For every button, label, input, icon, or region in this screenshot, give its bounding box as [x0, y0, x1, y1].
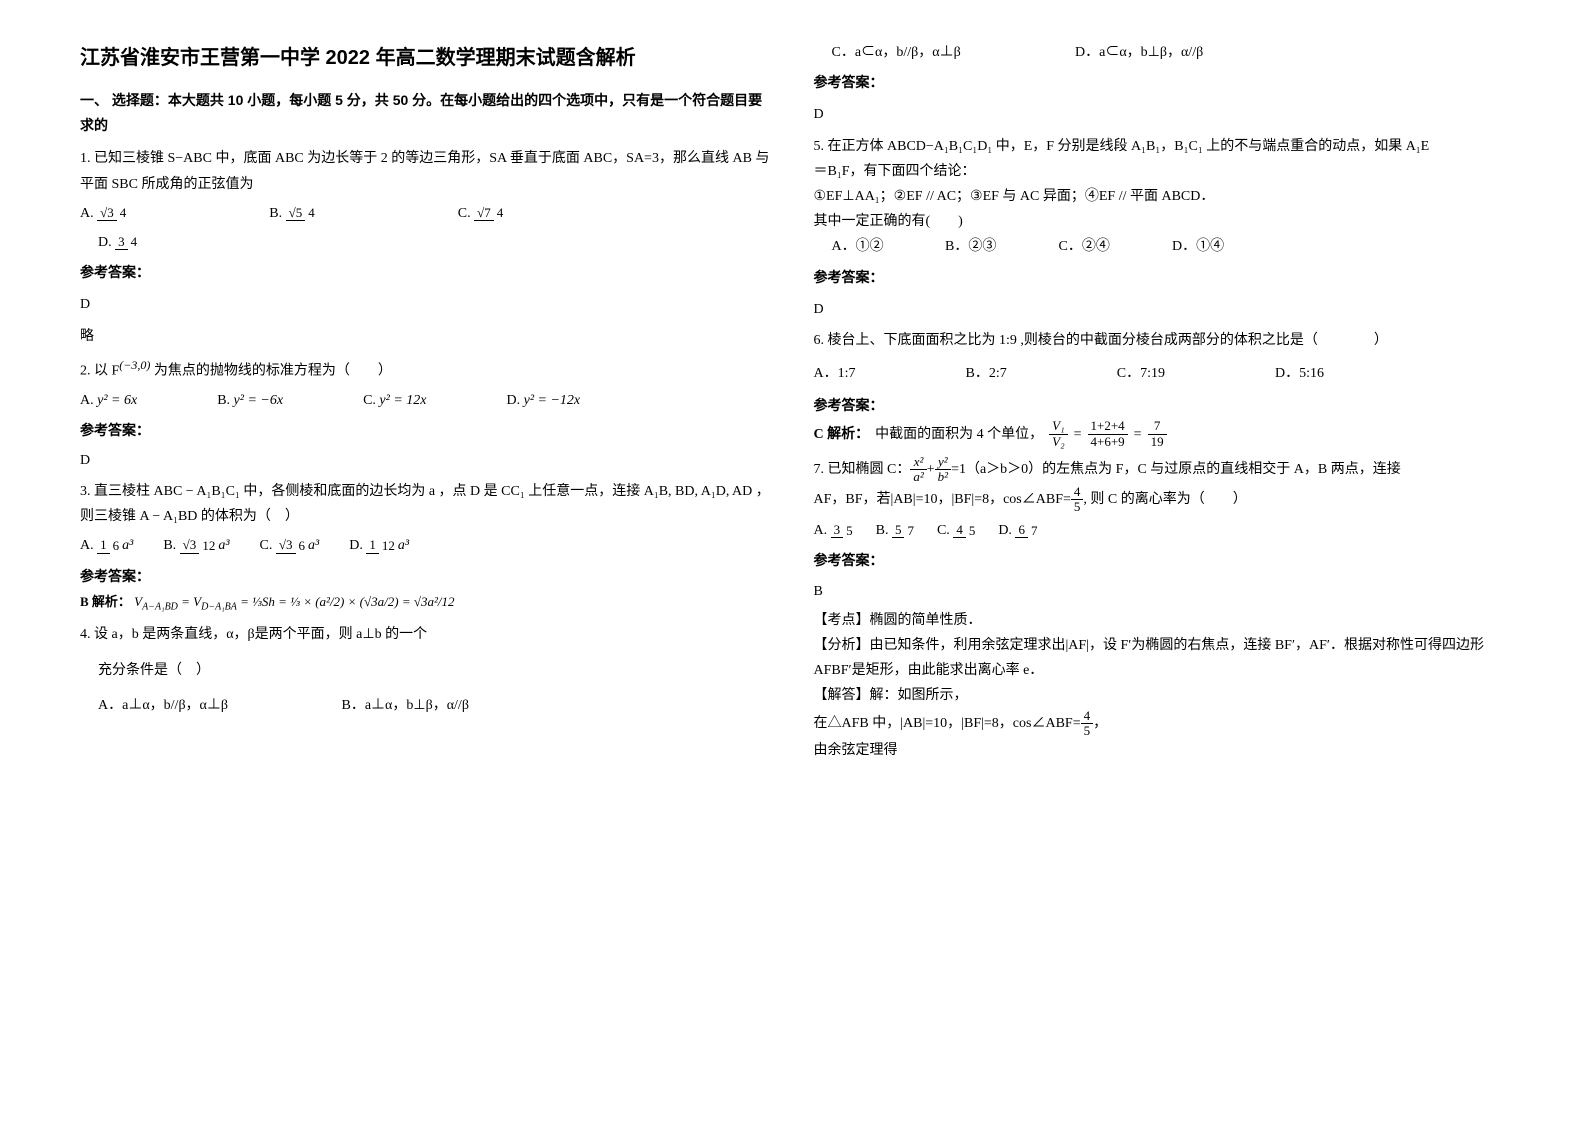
- q5-opt-c: C．②④: [1059, 234, 1169, 259]
- q3-stem: 3. 直三棱柱 ABC − A₁B₁C₁ 中，各侧棱和底面的边长均为 a ，点 …: [80, 479, 774, 529]
- q7-opt-a: A. 35: [814, 518, 856, 543]
- q5-ans: D: [814, 297, 1508, 322]
- left-column: 江苏省淮安市王营第一中学 2022 年高二数学理期末试题含解析 一、 选择题：本…: [60, 40, 794, 1082]
- question-3: 3. 直三棱柱 ABC − A₁B₁C₁ 中，各侧棱和底面的边长均为 a ，点 …: [80, 479, 774, 616]
- section-1-head: 一、 选择题：本大题共 10 小题，每小题 5 分，共 50 分。在每小题给出的…: [80, 88, 774, 138]
- q4-opt-d: D．a⊂α，b⊥β，α//β: [1075, 45, 1203, 60]
- question-7: 7. 已知椭圆 C： x²a² + y²b² =1（a＞b＞0）的左焦点为 F，…: [814, 455, 1508, 763]
- q1-ans: D: [80, 292, 774, 317]
- q3-opt-d: D. 112a³: [349, 533, 409, 558]
- q1-opt-b: B. √54: [269, 201, 317, 226]
- q7-ans-label: 参考答案：: [814, 549, 1508, 574]
- q2-opt-b: B. y² = −6x: [217, 388, 283, 413]
- right-column: C．a⊂α，b//β，α⊥β D．a⊂α，b⊥β，α//β 参考答案： D 5.…: [794, 40, 1528, 1082]
- q7-stem2: AF，BF，若|AB|=10，|BF|=8，cos∠ABF= 45 , 则 C …: [814, 485, 1508, 515]
- q6-opt-b: B．2:7: [966, 361, 1007, 386]
- page-title: 江苏省淮安市王营第一中学 2022 年高二数学理期末试题含解析: [80, 40, 774, 76]
- q6-options: A．1:7 B．2:7 C．7:19 D．5:16: [814, 361, 1508, 386]
- q7-line1: 在△AFB 中，|AB|=10，|BF|=8，cos∠ABF= 45 ，: [814, 709, 1508, 739]
- question-2: 2. 以 F(−3,0) 为焦点的抛物线的标准方程为（ ） A. y² = 6x…: [80, 355, 774, 473]
- q2-ans: D: [80, 448, 774, 473]
- q4-options-row2: C．a⊂α，b//β，α⊥β D．a⊂α，b⊥β，α//β: [832, 40, 1508, 65]
- question-1: 1. 已知三棱锥 S−ABC 中，底面 ABC 为边长等于 2 的等边三角形，S…: [80, 146, 774, 348]
- q4-stem2: 充分条件是（ ）: [98, 658, 774, 683]
- q5-opt-a: A．①②: [832, 234, 942, 259]
- q5-line4: 其中一定正确的有( ): [814, 209, 1508, 234]
- q5-ans-label: 参考答案：: [814, 266, 1508, 291]
- q3-opt-b: B. √312a³: [163, 533, 229, 558]
- q1-note: 略: [80, 324, 774, 349]
- q6-opt-c: C．7:19: [1117, 361, 1165, 386]
- q4-ans: D: [814, 102, 1508, 127]
- q6-ans: C 解析： 中截面的面积为 4 个单位， V₁V₂ = 1+2+44+6+9 =…: [814, 419, 1508, 449]
- q3-opt-a: A. 16a³: [80, 533, 133, 558]
- q7-solve: 【解答】解：如图所示，: [814, 683, 1508, 708]
- question-4: 4. 设 a，b 是两条直线，α，β是两个平面，则 a⊥b 的一个 充分条件是（…: [80, 622, 774, 718]
- q5-line1: 5. 在正方体 ABCD−A₁B₁C₁D₁ 中，E，F 分别是线段 A₁B₁，B…: [814, 134, 1508, 159]
- q3-ans: B 解析： VA−A₁BD = VD−A₁BA = ⅓Sh = ⅓ × (a²/…: [80, 590, 774, 617]
- q1-stem: 1. 已知三棱锥 S−ABC 中，底面 ABC 为边长等于 2 的等边三角形，S…: [80, 146, 774, 196]
- q2-opt-a: A. y² = 6x: [80, 388, 137, 413]
- q6-ans-label: 参考答案：: [814, 394, 1508, 419]
- q1-options-row1: A. √34 B. √54 C. √74: [80, 201, 774, 226]
- q4-opt-c: C．a⊂α，b//β，α⊥β: [832, 40, 1072, 65]
- q2-stem: 2. 以 F(−3,0) 为焦点的抛物线的标准方程为（ ）: [80, 355, 774, 384]
- q3-ans-label: 参考答案：: [80, 565, 774, 590]
- q7-options: A. 35 B. 57 C. 45 D. 67: [814, 518, 1508, 543]
- q1-options-row2: D. 34: [80, 230, 774, 255]
- question-6: 6. 棱台上、下底面面积之比为 1:9 ,则棱台的中截面分棱台成两部分的体积之比…: [814, 328, 1508, 449]
- q5-options: A．①② B．②③ C．②④ D．①④: [832, 234, 1508, 259]
- q7-opt-c: C. 45: [937, 518, 978, 543]
- q2-opt-d: D. y² = −12x: [507, 388, 581, 413]
- q6-stem: 6. 棱台上、下底面面积之比为 1:9 ,则棱台的中截面分棱台成两部分的体积之比…: [814, 328, 1508, 353]
- q4-opt-b: B．a⊥α，b⊥β，α//β: [342, 698, 469, 713]
- q5-opt-b: B．②③: [945, 234, 1055, 259]
- q4-opt-a: A．a⊥α，b//β，α⊥β: [98, 693, 338, 718]
- q7-analysis: 【分析】由已知条件，利用余弦定理求出|AF|，设 F′为椭圆的右焦点，连接 BF…: [814, 633, 1508, 683]
- q7-opt-d: D. 67: [998, 518, 1040, 543]
- q7-opt-b: B. 57: [876, 518, 917, 543]
- q7-line2: 由余弦定理得: [814, 738, 1508, 763]
- q7-ans: B: [814, 579, 1508, 604]
- q1-opt-d: D. 34: [98, 230, 140, 255]
- q4-stem: 4. 设 a，b 是两条直线，α，β是两个平面，则 a⊥b 的一个: [80, 622, 774, 647]
- q1-ans-label: 参考答案：: [80, 261, 774, 286]
- q6-opt-d: D．5:16: [1275, 361, 1324, 386]
- q1-opt-c: C. √74: [458, 201, 506, 226]
- q2-opt-c: C. y² = 12x: [363, 388, 426, 413]
- q7-point: 【考点】椭圆的简单性质．: [814, 608, 1508, 633]
- q5-opt-d: D．①④: [1172, 234, 1282, 259]
- q3-options: A. 16a³ B. √312a³ C. √36a³ D. 112a³: [80, 533, 774, 558]
- q6-opt-a: A．1:7: [814, 361, 856, 386]
- q3-opt-c: C. √36a³: [260, 533, 320, 558]
- q2-options: A. y² = 6x B. y² = −6x C. y² = 12x D. y²…: [80, 388, 774, 413]
- question-5: 5. 在正方体 ABCD−A₁B₁C₁D₁ 中，E，F 分别是线段 A₁B₁，B…: [814, 134, 1508, 322]
- q2-ans-label: 参考答案：: [80, 419, 774, 444]
- q4-options-row1: A．a⊥α，b//β，α⊥β B．a⊥α，b⊥β，α//β: [98, 693, 774, 718]
- q7-stem1: 7. 已知椭圆 C： x²a² + y²b² =1（a＞b＞0）的左焦点为 F，…: [814, 455, 1508, 485]
- q5-line3: ①EF⊥AA₁；②EF // AC；③EF 与 AC 异面；④EF // 平面 …: [814, 184, 1508, 209]
- q5-line2: ＝B₁F，有下面四个结论：: [814, 159, 1508, 184]
- q4-ans-label: 参考答案：: [814, 71, 1508, 96]
- q1-opt-a: A. √34: [80, 201, 129, 226]
